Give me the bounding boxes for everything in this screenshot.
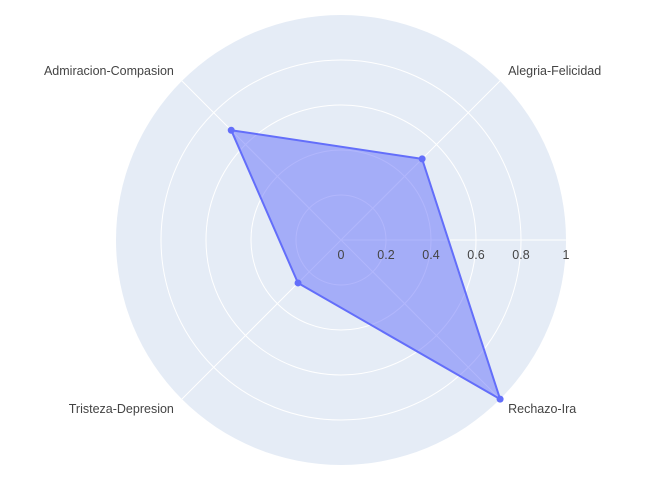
angular-axis-labels: Alegria-Felicidad Rechazo-Ira Tristeza-Dep… (44, 64, 601, 416)
axis-label-alegria-felicidad: Alegria-Felicidad (508, 64, 601, 78)
radial-tick-label: 1 (563, 248, 570, 262)
axis-label-rechazo-ira: Rechazo-Ira (508, 402, 576, 416)
radial-tick-label: 0.8 (512, 248, 529, 262)
radial-tick-label: 0.2 (377, 248, 394, 262)
data-point-alegria-felicidad[interactable] (418, 155, 426, 163)
data-point-rechazo-ira[interactable] (496, 395, 504, 403)
radial-tick-label: 0.4 (422, 248, 439, 262)
data-point-tristeza-depresion[interactable] (294, 279, 302, 287)
radial-tick-label: 0 (338, 248, 345, 262)
axis-label-admiracion-compasion: Admiracion-Compasion (44, 64, 174, 78)
radial-tick-labels: 0 0.2 0.4 0.6 0.8 1 (338, 248, 570, 262)
series-layer (227, 126, 504, 403)
axis-label-tristeza-depresion: Tristeza-Depresion (69, 402, 174, 416)
data-point-admiracion-compasion[interactable] (227, 126, 235, 134)
radial-tick-label: 0.6 (467, 248, 484, 262)
